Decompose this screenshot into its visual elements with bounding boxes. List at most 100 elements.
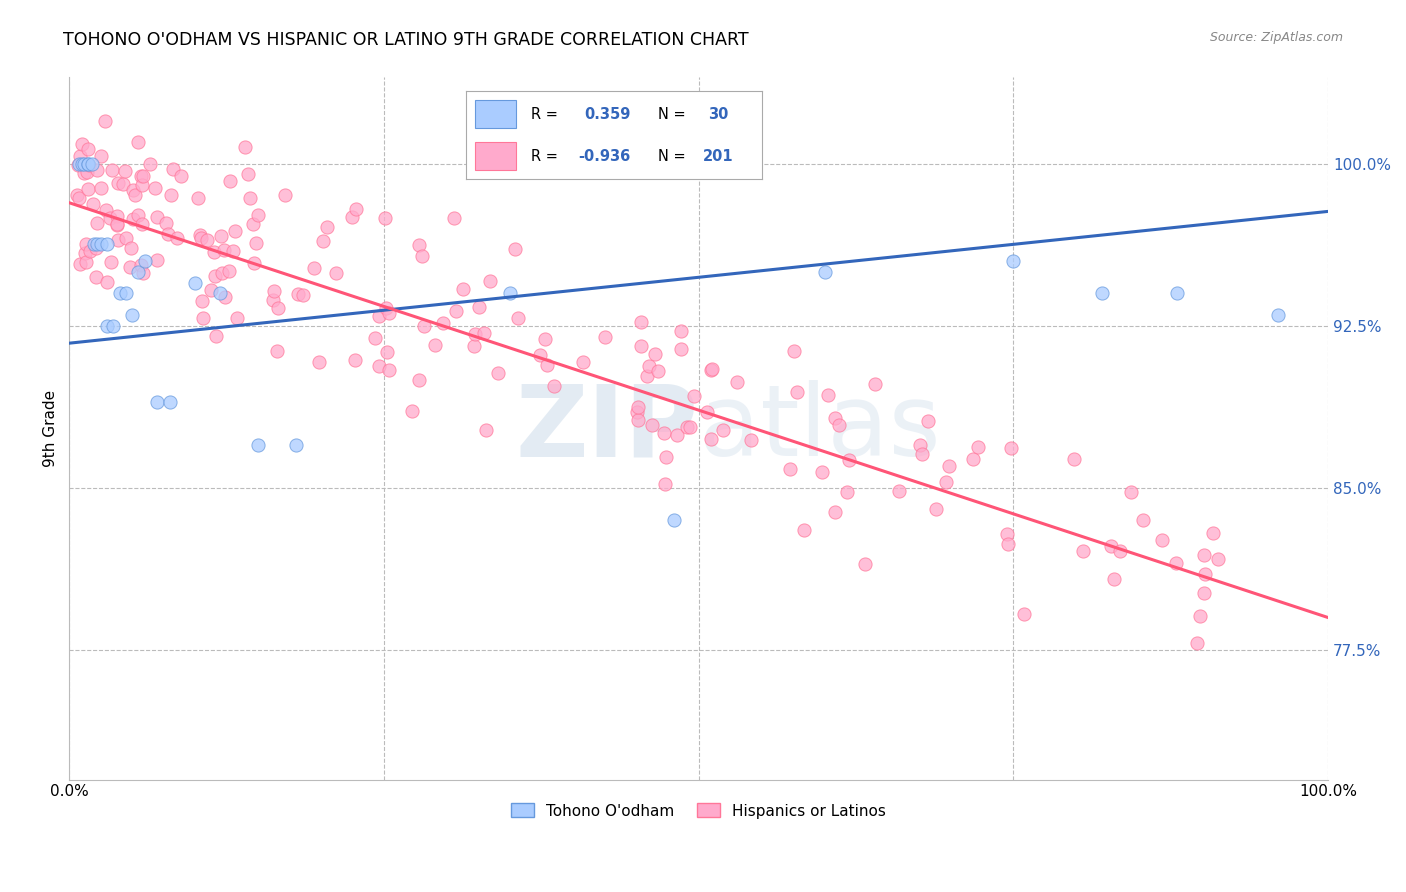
Point <box>121 241 143 255</box>
Point <box>263 285 285 299</box>
Point <box>159 394 181 409</box>
Point <box>713 423 735 437</box>
Point <box>146 394 169 409</box>
Point <box>66 187 89 202</box>
Point <box>1189 608 1212 623</box>
Point <box>374 211 396 225</box>
Point <box>464 326 486 341</box>
Point <box>997 536 1019 550</box>
Point <box>73 166 96 180</box>
Text: atlas: atlas <box>699 380 941 477</box>
Point <box>145 181 167 195</box>
Point <box>101 163 124 178</box>
Point <box>77 182 100 196</box>
Point <box>423 338 446 352</box>
Point <box>925 502 948 516</box>
Point <box>156 227 179 241</box>
Point <box>1267 308 1289 322</box>
Point <box>786 384 808 399</box>
Text: ZIP: ZIP <box>516 380 699 477</box>
Point <box>94 113 117 128</box>
Point <box>637 359 659 373</box>
Point <box>1164 556 1187 570</box>
Point <box>1132 513 1154 527</box>
Point <box>204 268 226 283</box>
Point <box>90 181 112 195</box>
Point <box>630 339 652 353</box>
Point <box>67 190 90 204</box>
Point <box>533 332 555 346</box>
Point <box>204 329 226 343</box>
Point <box>170 169 193 184</box>
Point <box>139 156 162 170</box>
Point <box>284 438 307 452</box>
Point <box>654 477 676 491</box>
Point <box>401 403 423 417</box>
Point <box>683 389 706 403</box>
Point <box>209 286 232 301</box>
Point <box>627 413 650 427</box>
Point <box>190 231 212 245</box>
Point <box>499 286 522 301</box>
Point <box>967 441 990 455</box>
Point <box>211 266 233 280</box>
Point <box>652 425 675 440</box>
Y-axis label: 9th Grade: 9th Grade <box>44 390 58 467</box>
Point <box>451 282 474 296</box>
Point <box>233 140 256 154</box>
Point <box>1206 551 1229 566</box>
Point <box>325 266 347 280</box>
Point <box>84 269 107 284</box>
Point <box>910 438 932 452</box>
Point <box>1166 286 1188 301</box>
Point <box>1192 586 1215 600</box>
Point <box>1071 544 1094 558</box>
Point <box>962 452 984 467</box>
Point <box>853 558 876 572</box>
Point <box>184 276 207 290</box>
Point <box>114 164 136 178</box>
Point <box>77 157 100 171</box>
Point <box>238 167 260 181</box>
Point <box>1194 566 1216 581</box>
Point <box>83 236 105 251</box>
Point <box>155 215 177 229</box>
Point <box>700 362 723 376</box>
Point <box>239 191 262 205</box>
Point <box>146 211 169 225</box>
Point <box>124 187 146 202</box>
Point <box>938 458 960 473</box>
Point <box>662 513 685 527</box>
Point <box>474 423 496 437</box>
Point <box>214 243 236 257</box>
Point <box>308 355 330 369</box>
Point <box>340 211 363 225</box>
Point <box>1002 254 1025 268</box>
Point <box>344 353 367 368</box>
Point <box>115 286 138 301</box>
Text: TOHONO O'ODHAM VS HISPANIC OR LATINO 9TH GRADE CORRELATION CHART: TOHONO O'ODHAM VS HISPANIC OR LATINO 9TH… <box>63 31 749 49</box>
Point <box>910 447 932 461</box>
Point <box>626 405 648 419</box>
Point <box>679 419 702 434</box>
Point <box>1152 533 1174 547</box>
Point <box>127 265 149 279</box>
Point <box>224 224 246 238</box>
Point <box>96 318 118 333</box>
Point <box>1185 636 1208 650</box>
Point <box>1063 452 1085 467</box>
Point <box>536 359 558 373</box>
Point <box>671 324 693 338</box>
Point <box>121 308 143 322</box>
Point <box>218 174 240 188</box>
Point <box>131 169 153 184</box>
Point <box>118 260 141 274</box>
Point <box>1000 442 1022 456</box>
Point <box>344 202 367 217</box>
Point <box>131 217 153 231</box>
Point <box>740 434 762 448</box>
Point <box>107 233 129 247</box>
Point <box>202 245 225 260</box>
Point <box>700 432 723 446</box>
Point <box>86 163 108 178</box>
